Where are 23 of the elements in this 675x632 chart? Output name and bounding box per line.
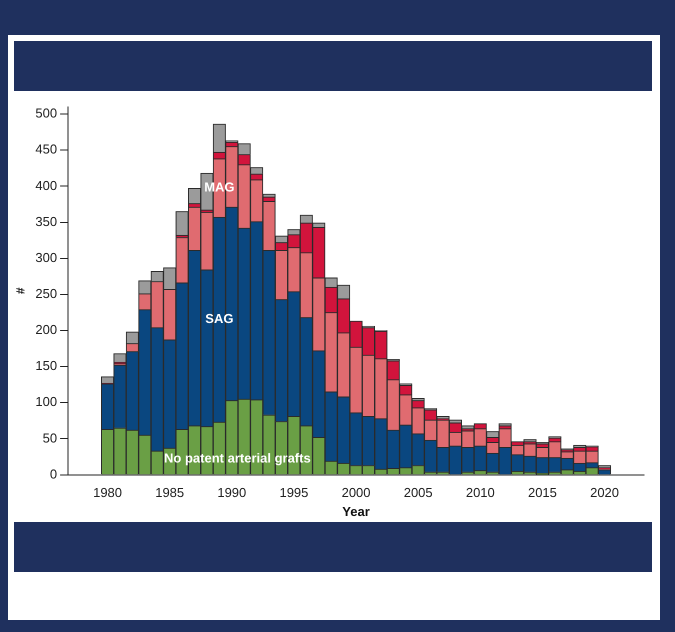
x-tick-label: 1980 — [93, 485, 122, 500]
x-tick-label: 2015 — [528, 485, 557, 500]
y-tick-label: 250 — [35, 286, 58, 301]
y-axis-title: # — [14, 287, 28, 294]
y-tick-label: 50 — [42, 430, 58, 446]
x-tick-label: 1985 — [155, 485, 184, 500]
y-tick-label: 200 — [35, 322, 58, 338]
y-tick-label: 400 — [35, 178, 58, 193]
y-tick-label: 100 — [35, 394, 58, 410]
x-tick-label: 2010 — [466, 485, 495, 500]
series-label: SAG — [205, 311, 234, 326]
y-tick-label: 500 — [35, 106, 58, 121]
y-tick-label: 350 — [35, 214, 58, 229]
y-tick-label: 150 — [35, 358, 58, 374]
x-tick-label: 2005 — [404, 485, 433, 500]
y-tick-label: 450 — [35, 142, 58, 157]
y-tick-label: 0 — [50, 466, 58, 482]
x-tick-label: 2000 — [342, 485, 371, 500]
y-tick-label: 300 — [35, 250, 58, 265]
x-axis-title: Year — [342, 504, 370, 519]
x-tick-label: 1990 — [217, 485, 246, 500]
x-tick-label: 2020 — [590, 485, 620, 500]
x-tick-label: 1995 — [279, 485, 308, 500]
